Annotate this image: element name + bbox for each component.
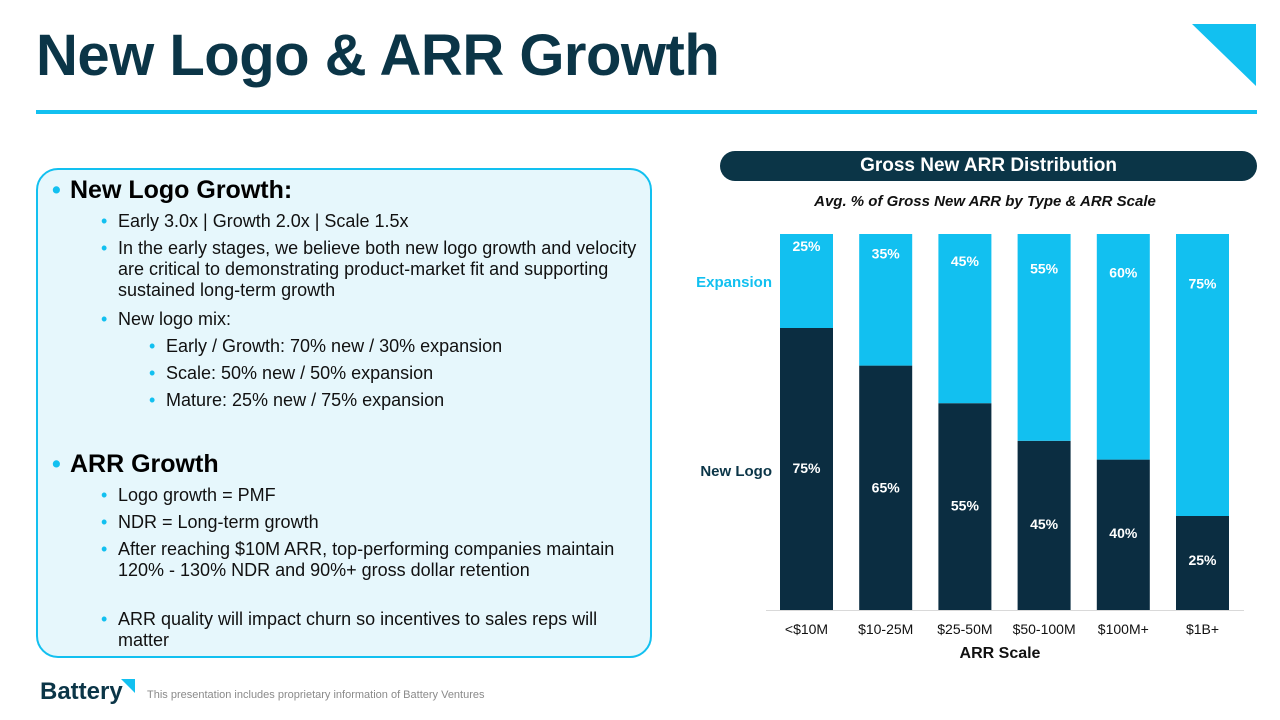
corner-triangle-icon [1192, 24, 1256, 86]
text-panel [36, 168, 652, 658]
data-label-new-logo: 25% [1188, 552, 1217, 568]
bar-new-logo [780, 328, 833, 610]
data-label-expansion: 60% [1109, 264, 1138, 280]
bar-new-logo [1176, 516, 1229, 610]
data-label-new-logo: 40% [1109, 525, 1138, 541]
x-axis-label: ARR Scale [959, 645, 1041, 662]
battery-logo: Battery [40, 678, 123, 705]
data-label-expansion: 25% [792, 238, 821, 254]
logo-mark-icon [121, 679, 135, 693]
bar-expansion [1017, 234, 1071, 441]
sub-bullet: • Early / Growth: 70% new / 30% expansion [149, 336, 503, 356]
chart-header: Gross New ARR Distribution [720, 151, 1257, 181]
x-tick-label: $100M+ [1098, 621, 1149, 637]
bar-new-logo [859, 365, 913, 610]
data-label-new-logo: 75% [792, 460, 821, 476]
sub-bullet: • Mature: 25% new / 75% expansion [149, 390, 445, 410]
section-heading-new-logo: • New Logo Growth: [52, 176, 293, 204]
data-label-new-logo: 65% [872, 480, 901, 496]
bar-new-logo [938, 403, 992, 610]
x-tick-label: $50-100M [1013, 621, 1076, 637]
bar-expansion [938, 234, 992, 404]
bar-new-logo [1096, 459, 1150, 610]
sub-bullet: • Scale: 50% new / 50% expansion [149, 363, 434, 383]
bullet: • In the early stages, we believe both ne… [101, 238, 637, 300]
x-tick-label: $1B+ [1186, 621, 1219, 637]
bar-new-logo [1017, 440, 1071, 610]
bullet: • Logo growth = PMF [101, 485, 276, 505]
bullet: • Early 3.0x | Growth 2.0x | Scale 1.5x [101, 211, 409, 231]
bullet: • After reaching $10M ARR, top-performing… [101, 539, 615, 580]
data-label-new-logo: 45% [1030, 516, 1059, 532]
footer-note: This presentation includes proprietary i… [147, 689, 485, 701]
title-divider [36, 110, 1257, 114]
bar-expansion [1176, 234, 1229, 516]
bar-expansion [859, 234, 913, 366]
data-label-expansion: 75% [1188, 276, 1217, 292]
bar-expansion [1096, 234, 1150, 460]
section-heading-arr-growth: • ARR Growth [52, 450, 219, 478]
page-title: New Logo & ARR Growth [36, 23, 720, 88]
legend-new-logo: New Logo [700, 463, 772, 480]
bar-expansion [780, 234, 833, 328]
data-label-expansion: 45% [951, 253, 980, 269]
bullet: • ARR quality will impact churn so incent… [101, 609, 598, 650]
x-tick-label: $10-25M [858, 621, 913, 637]
chart-title: Avg. % of Gross New ARR by Type & ARR Sc… [814, 193, 1156, 210]
x-tick-label: <$10M [785, 621, 828, 637]
data-label-expansion: 55% [1030, 261, 1059, 277]
data-label-expansion: 35% [872, 246, 901, 262]
legend-expansion: Expansion [696, 274, 772, 291]
x-tick-label: $25-50M [937, 621, 992, 637]
bullet: • New logo mix: [101, 309, 232, 329]
data-label-new-logo: 55% [951, 498, 980, 514]
bullet: • NDR = Long-term growth [101, 512, 319, 532]
